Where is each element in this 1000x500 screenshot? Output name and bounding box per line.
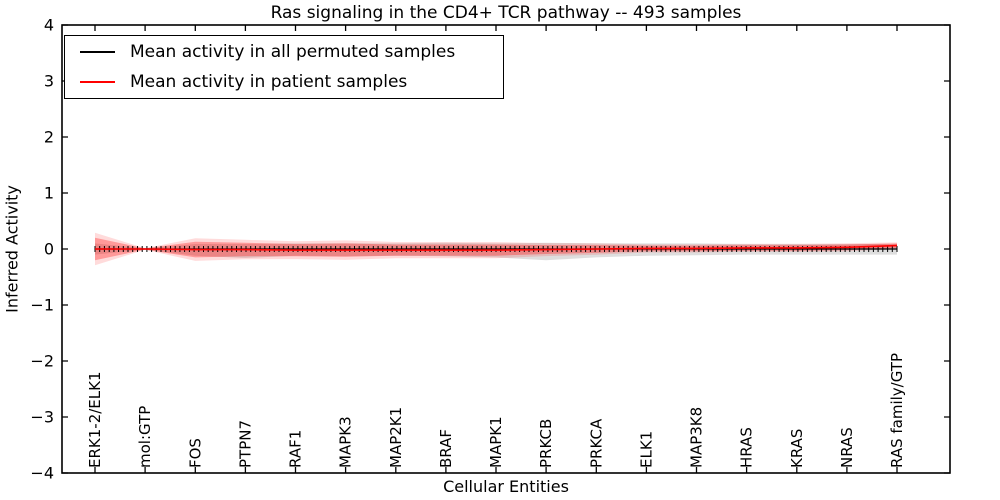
y-tick-label: 4 (44, 16, 54, 35)
axis-ticks (62, 24, 950, 474)
patient-mean-line (95, 244, 898, 251)
x-tick-label: RAF1 (287, 430, 305, 468)
x-tick-label: PTPN7 (236, 420, 254, 468)
legend-item-permuted: Mean activity in all permuted samples (65, 39, 503, 65)
x-tick-label: ELK1 (637, 431, 655, 468)
x-tick-label: MAPK1 (487, 416, 505, 468)
y-tick-label: 0 (44, 240, 54, 259)
patient-line-swatch (80, 80, 115, 83)
y-tick-label: −3 (30, 408, 54, 427)
x-tick-label: MAP2K1 (387, 407, 405, 468)
x-tick-label: MAP3K8 (688, 407, 706, 468)
legend-label: Mean activity in all permuted samples (130, 42, 456, 63)
legend-label: Mean activity in patient samples (130, 71, 408, 92)
x-tick-label: PRKCA (587, 418, 605, 468)
y-tick-label: −4 (30, 464, 54, 483)
x-tick-label: BRAF (437, 429, 455, 468)
y-tick-label: −2 (30, 352, 54, 371)
x-tick-label: mol:GTP (136, 406, 154, 468)
y-axis-label: Inferred Activity (2, 185, 22, 313)
x-tick-label: HRAS (738, 427, 756, 468)
y-tick-label: 3 (44, 72, 54, 91)
x-tick-label: FOS (186, 438, 204, 468)
y-tick-label: −1 (30, 296, 54, 315)
x-tick-label: KRAS (788, 429, 806, 468)
x-tick-label: ERK1-2/ELK1 (86, 371, 104, 468)
legend-item-patient: Mean activity in patient samples (65, 69, 503, 95)
chart-title: Ras signaling in the CD4+ TCR pathway --… (270, 3, 742, 23)
x-tick-label: RAS family/GTP (888, 353, 906, 468)
permuted-line-swatch (80, 51, 115, 54)
x-axis-label: Cellular Entities (443, 477, 569, 496)
x-tick-label: PRKCB (537, 419, 555, 468)
legend-box: Mean activity in all permuted samples Me… (64, 35, 504, 99)
y-tick-label: 2 (44, 128, 54, 147)
x-tick-label: NRAS (838, 427, 856, 468)
x-tick-label: MAPK3 (337, 416, 355, 468)
y-tick-label: 1 (44, 184, 54, 203)
